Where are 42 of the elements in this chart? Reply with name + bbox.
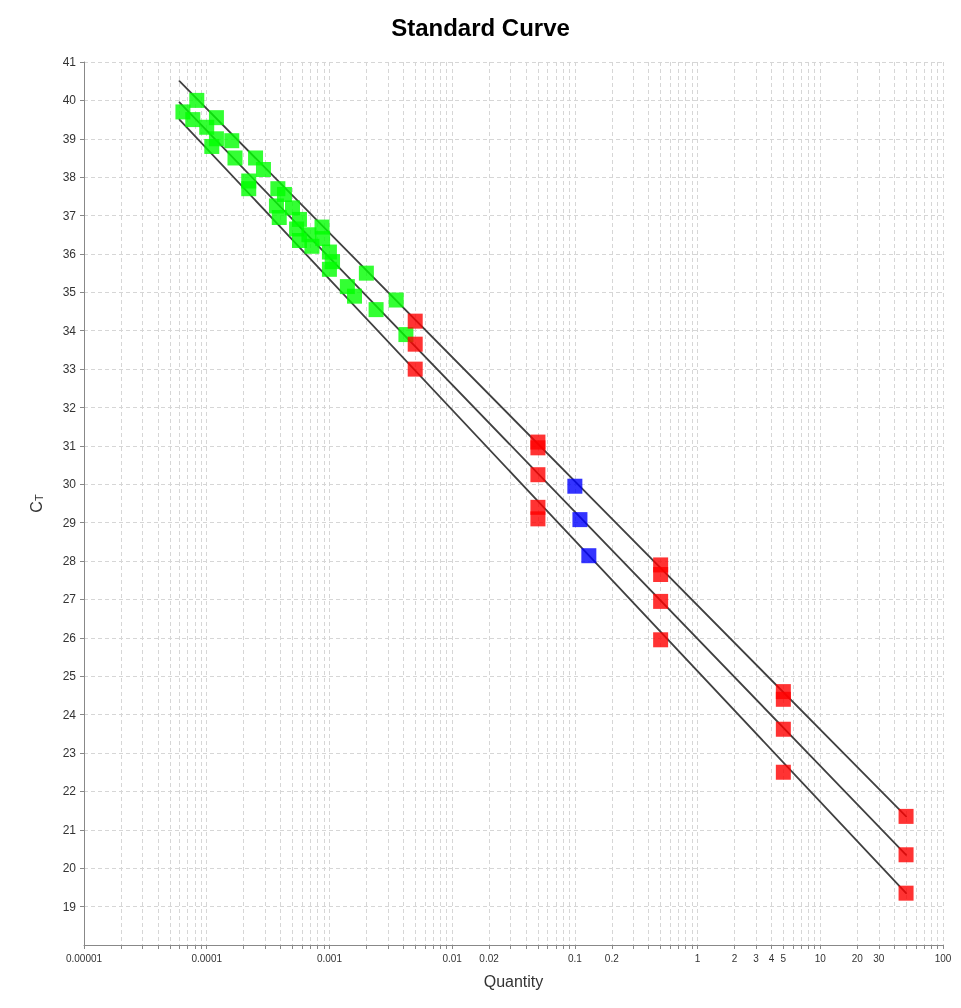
x-tick-label: 0.001 [316, 952, 343, 964]
y-axis-title: CT [27, 494, 45, 513]
y-tick-label: 30 [62, 477, 77, 492]
y-tick-label: 32 [62, 400, 77, 415]
y-tick-label: 21 [62, 822, 77, 837]
y-tick-label: 25 [62, 669, 77, 684]
x-tick-label: 0.1 [567, 952, 583, 964]
y-tick-label: 31 [62, 438, 77, 453]
y-tick-label: 27 [62, 592, 77, 607]
x-tick-label: 0.00001 [65, 952, 103, 964]
x-tick-label: 10 [814, 952, 827, 964]
y-tick-label: 35 [62, 285, 77, 300]
y-tick-label: 22 [62, 784, 77, 799]
y-tick-label: 29 [62, 515, 77, 530]
x-tick-label: 3 [753, 952, 760, 964]
y-tick-label: 38 [62, 170, 77, 185]
y-tick-label: 28 [62, 554, 77, 569]
x-tick-label: 20 [851, 952, 864, 964]
y-tick-label: 26 [62, 630, 77, 645]
x-tick-label: 2 [731, 952, 738, 964]
y-tick-label: 24 [62, 707, 77, 722]
x-tick-label: 30 [873, 952, 885, 964]
y-tick-label: 39 [62, 131, 77, 146]
y-tick-label: 19 [62, 899, 77, 914]
x-tick-label: 0.2 [604, 952, 620, 964]
x-tick-label: 5 [780, 952, 787, 964]
y-tick-label: 20 [62, 861, 77, 876]
y-tick-label: 36 [62, 246, 77, 261]
y-tick-label: 40 [62, 93, 77, 108]
chart-title: Standard Curve [391, 13, 570, 41]
y-tick-label: 37 [62, 208, 77, 223]
y-tick-label: 41 [62, 55, 77, 69]
y-tick-label: 34 [62, 323, 77, 338]
x-tick-label: 0.0001 [191, 952, 223, 964]
x-tick-label: 0.01 [442, 952, 463, 964]
y-tick-label: 33 [62, 362, 77, 377]
x-axis-title: Quantity [483, 972, 544, 990]
x-tick-label: 1 [694, 952, 701, 964]
x-tick-label: 4 [768, 952, 775, 964]
x-tick-label: 100 [934, 952, 952, 964]
x-tick-label: 0.02 [479, 952, 500, 964]
y-tick-label: 23 [62, 746, 77, 761]
